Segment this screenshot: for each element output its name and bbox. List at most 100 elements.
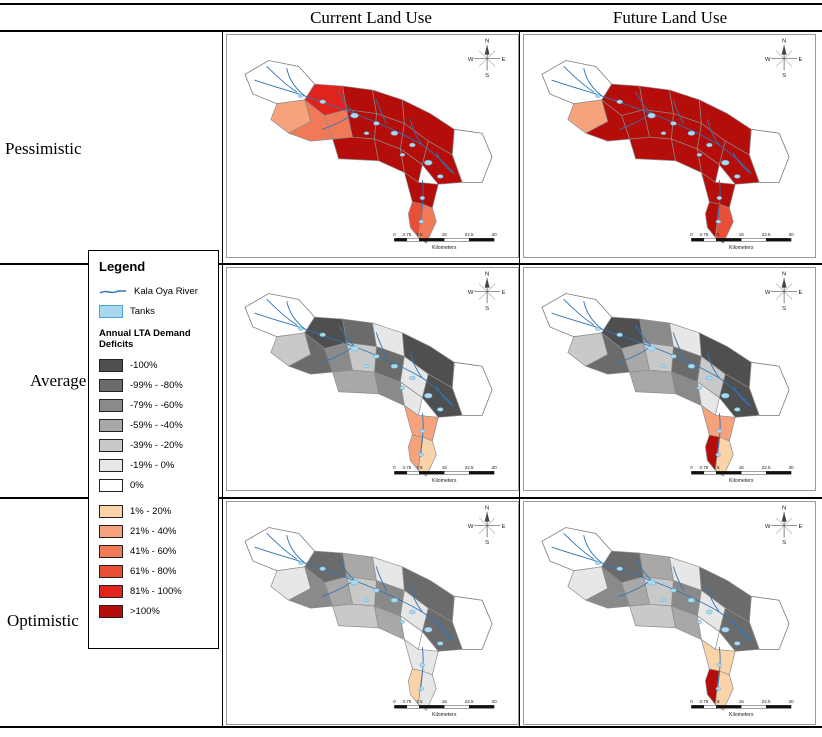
legend-class-row: 0% (99, 479, 208, 492)
scale-units-label: Kilometers (729, 245, 754, 251)
compass-n-label: N (782, 271, 786, 277)
tank (298, 93, 304, 98)
table-rule-row2 (0, 497, 822, 499)
river-line (673, 566, 684, 591)
compass-w-label: W (468, 57, 474, 63)
tank (715, 452, 722, 457)
scale-tick: 30 (492, 232, 498, 237)
river-line (322, 582, 352, 597)
legend-class-swatch (99, 479, 123, 492)
tank (399, 386, 406, 390)
upper-catchment-outline (244, 293, 316, 338)
scale-units-label: Kilometers (729, 478, 754, 484)
tank (616, 566, 623, 571)
river-line (732, 152, 750, 173)
legend-class-label: 41% - 60% (130, 546, 177, 557)
scale-tick: 7.5 (713, 465, 720, 470)
legend-class-label: -79% - -60% (130, 400, 183, 411)
river-line (732, 619, 750, 640)
scale-tick: 7.5 (713, 699, 720, 704)
compass-n-label: N (782, 38, 786, 44)
scale-tick: 30 (789, 465, 795, 470)
legend-class-row: -99% - -80% (99, 379, 208, 392)
tank (373, 354, 380, 359)
north-arrow: N S E W (765, 505, 803, 546)
river-line (338, 558, 356, 582)
scale-tick: 7.5 (416, 232, 423, 237)
subbasin (700, 638, 736, 676)
river-line (635, 324, 653, 348)
subbasin (403, 171, 439, 209)
scale-tick: 30 (789, 232, 795, 237)
river-lines (254, 532, 455, 692)
legend-class-swatch (99, 525, 123, 538)
river-line (409, 119, 423, 146)
tank (390, 597, 399, 603)
tank (437, 174, 444, 179)
tanks-layer (298, 93, 444, 224)
scale-tick: 7.5 (416, 699, 423, 704)
river-line (706, 586, 720, 613)
tank (399, 153, 406, 157)
tank (696, 153, 703, 157)
north-arrow: N S E W (765, 271, 803, 312)
tank (363, 364, 370, 368)
tank (647, 579, 656, 586)
north-arrow: N S E W (468, 505, 506, 546)
subbasin (705, 434, 720, 472)
river-line (551, 546, 752, 641)
tank (419, 429, 426, 434)
tank (670, 588, 677, 593)
river-line (619, 348, 649, 363)
legend-class-swatch (99, 419, 123, 432)
scale-bar: 0 3.75 7.5 15 22.5 30 Kilometers (690, 232, 794, 251)
compass-w-label: W (765, 57, 771, 63)
subbasin (417, 670, 437, 711)
tank (418, 452, 425, 457)
tanks-layer (298, 560, 444, 691)
tank (595, 326, 601, 331)
compass-s-label: S (485, 73, 489, 79)
scale-tick: 3.75 (402, 465, 411, 470)
river-line (254, 312, 455, 407)
compass-s-label: S (782, 306, 786, 312)
legend-river-row: Kala Oya River (99, 285, 208, 298)
tanks-layer (595, 326, 741, 457)
river-line (583, 300, 603, 330)
scale-bar: 0 3.75 7.5 15 22.5 30 Kilometers (690, 699, 794, 718)
scale-tick: 15 (739, 699, 745, 704)
river-lines (254, 65, 455, 225)
tank (424, 392, 433, 399)
subbasin (417, 436, 437, 477)
tank (696, 386, 703, 390)
compass-e-label: E (502, 290, 506, 296)
tank (647, 112, 656, 119)
legend-box: Legend Kala Oya River Tanks Annual LTA D… (88, 250, 219, 649)
legend-class-swatch (99, 399, 123, 412)
north-arrow: N S E W (468, 271, 506, 312)
legend-class-label: 81% - 100% (130, 586, 182, 597)
river-line (583, 534, 603, 564)
tank (373, 121, 380, 126)
subbasin (332, 603, 379, 629)
subbasin (408, 201, 423, 239)
scale-units-label: Kilometers (729, 712, 754, 718)
legend-class-label: -19% - 0% (130, 460, 175, 471)
tank (350, 579, 359, 586)
column-header-current: Current Land Use (310, 8, 432, 27)
legend-class-swatch (99, 439, 123, 452)
tank (734, 174, 741, 179)
river-line (376, 566, 387, 591)
subbasin (714, 436, 734, 477)
legend-class-row: -79% - -60% (99, 399, 208, 412)
north-arrow: N S E W (765, 38, 803, 79)
tank (715, 686, 722, 691)
scale-bar: 0 3.75 7.5 15 22.5 30 Kilometers (393, 699, 497, 718)
subbasin-regions (270, 316, 463, 477)
river-line (409, 352, 423, 379)
map-average-future: N S E W 0 3.75 7.5 15 22.5 30 Kilometers (523, 267, 816, 491)
compass-e-label: E (502, 57, 506, 63)
river-line (706, 119, 720, 146)
subbasin (629, 603, 676, 629)
